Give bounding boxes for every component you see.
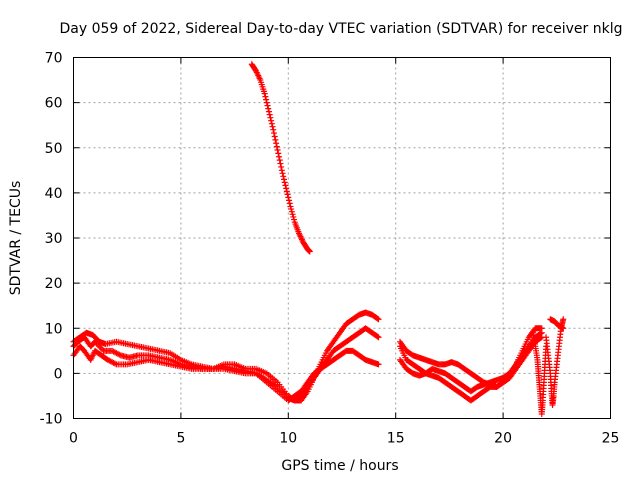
data-point <box>291 216 298 223</box>
data-point <box>284 191 291 198</box>
y-tick-labels: -10 0 10 20 30 40 50 60 70 <box>40 51 63 428</box>
data-point <box>560 325 567 332</box>
data-point <box>283 185 290 192</box>
x-tick-label: 5 <box>176 431 185 447</box>
data-point <box>263 99 270 106</box>
data-point <box>279 170 286 177</box>
chart-title: Day 059 of 2022, Sidereal Day-to-day VTE… <box>60 21 623 37</box>
y-tick-label: 60 <box>45 96 63 112</box>
data-point <box>273 140 280 147</box>
data-point <box>274 147 281 154</box>
data-point <box>538 325 545 332</box>
series-track-7 <box>396 325 545 390</box>
y-tick-label: 10 <box>45 321 63 337</box>
data-point <box>273 143 280 150</box>
y-tick-label: 70 <box>45 51 63 67</box>
data-point <box>276 157 283 164</box>
data-point <box>374 333 381 340</box>
data-point <box>262 93 269 100</box>
data-point <box>375 361 382 368</box>
data-point <box>283 188 290 195</box>
data-point <box>290 213 297 220</box>
y-tick-label: 50 <box>45 141 63 157</box>
data-point <box>272 136 279 143</box>
data-point <box>306 248 313 255</box>
data-point <box>289 211 296 218</box>
series-track-3 <box>70 309 382 404</box>
data-point <box>278 167 285 174</box>
data-point <box>269 123 276 130</box>
x-tick-labels: 0 5 10 15 20 25 <box>69 431 619 447</box>
data-point <box>263 96 270 103</box>
data-point <box>537 330 544 337</box>
series-track-8 <box>530 329 550 417</box>
data-point <box>281 179 288 186</box>
data-point <box>374 315 381 322</box>
data-point <box>285 194 292 201</box>
data-point <box>375 334 382 341</box>
data-point <box>278 163 285 170</box>
data-point <box>275 153 282 160</box>
y-tick-label: -10 <box>40 412 63 428</box>
data-point <box>265 108 272 115</box>
data-point <box>280 173 287 180</box>
data-point <box>286 197 293 204</box>
y-tick-label: 30 <box>45 231 63 247</box>
data-point <box>268 117 275 124</box>
x-tick-label: 10 <box>279 431 297 447</box>
data-point <box>505 375 512 382</box>
data-point <box>286 200 293 207</box>
x-tick-label: 20 <box>494 431 512 447</box>
series-track-4 <box>248 61 313 255</box>
plot-frame <box>73 57 611 419</box>
data-point <box>267 114 274 121</box>
x-tick-label: 0 <box>69 431 78 447</box>
series-track-10 <box>547 316 567 332</box>
data-points <box>70 61 567 417</box>
data-point <box>560 316 567 323</box>
data-point <box>271 133 278 140</box>
x-tick-label: 25 <box>602 431 620 447</box>
data-point <box>287 203 294 210</box>
grid-lines <box>73 57 611 419</box>
data-point <box>288 208 295 215</box>
data-point <box>277 160 284 167</box>
data-point <box>266 111 273 118</box>
data-point <box>261 90 268 97</box>
x-tick-label: 15 <box>387 431 405 447</box>
data-point <box>265 105 272 112</box>
data-point <box>264 102 271 109</box>
data-point <box>288 206 295 213</box>
y-axis-label: SDTVAR / TECUs <box>8 181 24 296</box>
data-point <box>270 130 277 137</box>
data-point <box>268 120 275 127</box>
data-point <box>282 182 289 189</box>
data-point <box>275 150 282 157</box>
data-point <box>281 176 288 183</box>
y-tick-label: 20 <box>45 276 63 292</box>
data-point <box>375 316 382 323</box>
x-axis-label: GPS time / hours <box>281 458 398 474</box>
y-tick-label: 40 <box>45 186 63 202</box>
data-point <box>270 126 277 133</box>
y-tick-label: 0 <box>54 366 63 382</box>
